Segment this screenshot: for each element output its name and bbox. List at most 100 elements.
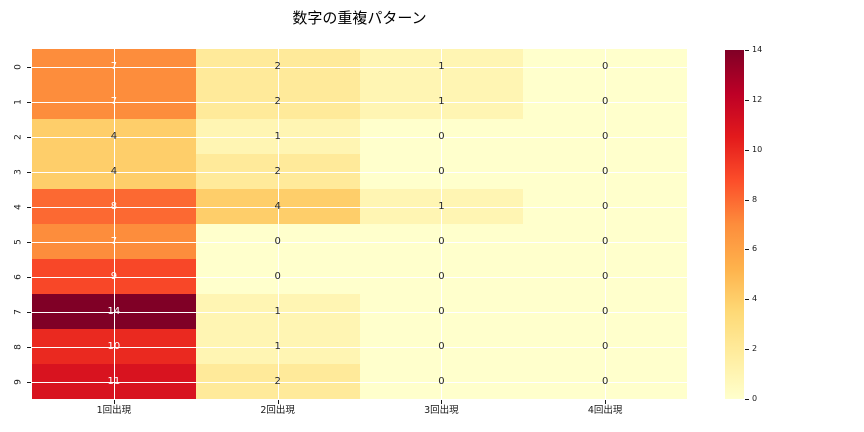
- h-gridline: [32, 276, 687, 278]
- cell-value: 0: [601, 165, 609, 177]
- cell-value: 0: [274, 270, 281, 282]
- cell-value: 2: [274, 60, 281, 72]
- cell-value: 14: [107, 305, 121, 317]
- x-tick-mark: [113, 400, 115, 404]
- cell-value: 1: [438, 60, 445, 72]
- colorbar-tick-mark: [745, 249, 749, 251]
- v-gridline: [277, 49, 279, 399]
- cell-value: 11: [107, 375, 121, 387]
- y-tick-label: 9: [13, 378, 24, 385]
- x-tick-label: 3回出現: [424, 405, 459, 416]
- y-tick-mark: [27, 206, 31, 208]
- y-tick-mark: [27, 381, 31, 383]
- cell-value: 0: [438, 130, 445, 142]
- h-gridline: [32, 381, 687, 383]
- cell-value: 1: [274, 130, 281, 142]
- cell-value: 0: [601, 130, 609, 142]
- colorbar-tick-mark: [745, 399, 749, 400]
- cell-value: 4: [274, 200, 281, 212]
- cell-value: 0: [601, 200, 609, 212]
- cell-value: 8: [110, 200, 118, 212]
- y-tick-label: 6: [13, 273, 24, 280]
- colorbar-tick-label: 4: [752, 294, 758, 304]
- y-tick-label: 0: [13, 63, 24, 70]
- v-gridline: [113, 49, 115, 399]
- y-tick-mark: [27, 171, 31, 173]
- y-tick-label: 3: [13, 168, 24, 175]
- y-tick-label: 7: [13, 308, 24, 315]
- cell-value: 0: [438, 305, 445, 317]
- y-tick-mark: [27, 311, 31, 313]
- heatmap-plot-area: 7 2 1 0 7 2 1 0 4 1 0 0 4 2 0 0 8 4 1 0 7 0 0 0 9 0 0 0 14 1 0 0 10 1 0 0 11…: [32, 49, 687, 399]
- cell-value: 0: [438, 375, 445, 387]
- cell-value: 0: [601, 235, 609, 247]
- x-tick-label: 4回出現: [587, 405, 623, 416]
- colorbar-tick-mark: [745, 50, 749, 51]
- colorbar-tick-label: 10: [752, 144, 763, 154]
- cell-value: 7: [110, 235, 118, 247]
- colorbar-tick-label: 14: [752, 45, 763, 54]
- y-tick-label: 4: [13, 203, 24, 210]
- colorbar-tick-label: 6: [752, 244, 758, 254]
- cell-value: 0: [601, 340, 609, 352]
- cell-value: 4: [110, 165, 118, 177]
- cell-value: 7: [110, 95, 118, 107]
- colorbar-tick-mark: [745, 299, 749, 301]
- cell-value: 0: [601, 270, 609, 282]
- cell-value: 9: [110, 270, 118, 282]
- cell-value: 0: [601, 95, 609, 107]
- cell-value: 10: [107, 340, 121, 352]
- y-tick-mark: [27, 101, 31, 103]
- cell-value: 0: [438, 340, 445, 352]
- colorbar-tick-label: 12: [752, 94, 763, 104]
- cell-value: 0: [438, 165, 445, 177]
- cell-value: 2: [274, 375, 281, 387]
- h-gridline: [32, 66, 687, 68]
- cell-value: 1: [438, 200, 445, 212]
- x-tick-mark: [605, 400, 607, 404]
- x-tick-label: 2回出現: [260, 405, 295, 416]
- y-tick-mark: [27, 276, 31, 278]
- colorbar-tick-mark: [745, 349, 749, 351]
- h-gridline: [32, 206, 687, 208]
- colorbar-tick-label: 8: [752, 194, 758, 204]
- colorbar-tick-label: 0: [752, 394, 758, 403]
- h-gridline: [32, 311, 687, 313]
- h-gridline: [32, 101, 687, 103]
- colorbar-tick-label: 2: [752, 344, 758, 354]
- chart-title: 数字の重複パターン: [292, 9, 427, 27]
- cell-value: 1: [274, 340, 281, 352]
- colorbar-gradient: [725, 50, 744, 399]
- colorbar-tick-mark: [745, 149, 749, 151]
- y-tick-label: 1: [13, 98, 24, 105]
- x-tick-label: 1回出現: [96, 405, 132, 416]
- cell-value: 2: [274, 165, 281, 177]
- y-tick-mark: [27, 136, 31, 138]
- cell-value: 0: [274, 235, 281, 247]
- v-gridline: [605, 49, 607, 399]
- x-tick-mark: [441, 400, 443, 404]
- cell-value: 4: [110, 130, 118, 142]
- cell-value: 0: [601, 305, 609, 317]
- colorbar-tick-mark: [745, 199, 749, 201]
- y-tick-label: 2: [13, 133, 24, 140]
- h-gridline: [32, 346, 687, 348]
- y-tick-label: 8: [13, 343, 24, 350]
- colorbar-tick-mark: [745, 99, 749, 101]
- cell-value: 0: [601, 60, 609, 72]
- v-gridline: [441, 49, 443, 399]
- cell-value: 2: [274, 95, 281, 107]
- cell-value: 0: [438, 270, 445, 282]
- x-tick-mark: [277, 400, 279, 404]
- cell-value: 7: [110, 60, 118, 72]
- h-gridline: [32, 241, 687, 243]
- cell-value: 1: [438, 95, 445, 107]
- y-tick-label: 5: [13, 238, 24, 245]
- cell-value: 0: [601, 375, 609, 387]
- cell-value: 1: [274, 305, 281, 317]
- y-tick-mark: [27, 346, 31, 348]
- cell-value: 0: [438, 235, 445, 247]
- h-gridline: [32, 136, 687, 138]
- h-gridline: [32, 171, 687, 173]
